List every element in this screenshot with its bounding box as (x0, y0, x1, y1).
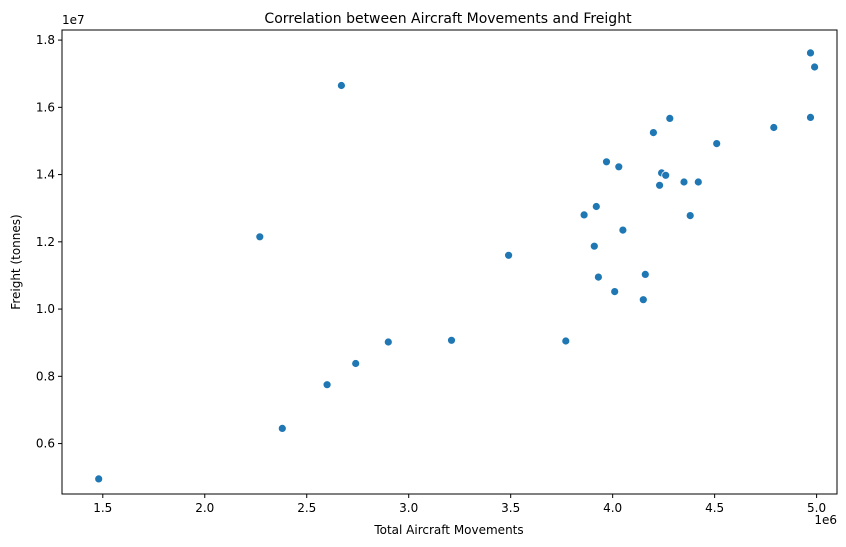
x-axis-label: Total Aircraft Movements (373, 523, 523, 537)
y-tick-label: 1.0 (36, 302, 55, 316)
data-point (579, 210, 589, 220)
x-tick-label: 2.5 (297, 501, 316, 515)
data-point (322, 380, 332, 390)
data-point (602, 157, 611, 167)
data-point (614, 162, 624, 172)
y-tick-label: 0.6 (36, 437, 55, 451)
y-tick-label: 1.8 (36, 33, 55, 47)
data-point (94, 474, 104, 484)
data-point (655, 180, 664, 190)
y-axis-offset-label: 1e7 (62, 13, 85, 27)
data-point (806, 48, 815, 58)
x-tick-label: 3.0 (399, 501, 418, 515)
x-tick-label: 3.5 (501, 501, 520, 515)
x-tick-label: 4.5 (705, 501, 724, 515)
y-tick-label: 1.4 (36, 168, 55, 182)
data-point (447, 335, 456, 345)
data-point (661, 170, 671, 180)
data-point (618, 225, 628, 235)
x-tick-label: 1.5 (93, 501, 112, 515)
data-point (610, 287, 620, 297)
data-point (649, 128, 658, 138)
data-point (679, 177, 689, 187)
data-point (277, 423, 287, 433)
x-axis-ticks: 1.5 2.0 2.5 3.0 3.5 4.0 4.5 5.0 (93, 494, 826, 515)
x-tick-label: 5.0 (807, 501, 826, 515)
plot-frame (61, 29, 838, 495)
data-point (589, 241, 599, 251)
x-axis-offset-label: 1e6 (814, 513, 837, 527)
y-axis-ticks: 0.6 0.8 1.0 1.2 1.4 1.6 1.8 (36, 33, 62, 451)
data-point (383, 337, 393, 347)
data-point (712, 139, 722, 149)
y-tick-label: 0.8 (36, 369, 55, 383)
data-point (806, 113, 815, 122)
data-point (504, 250, 514, 260)
data-point (769, 123, 779, 132)
x-tick-label: 4.0 (603, 501, 622, 515)
plot-area (62, 30, 837, 494)
data-points (94, 48, 819, 484)
data-point (594, 272, 603, 282)
data-point (336, 81, 346, 90)
data-point (665, 114, 675, 123)
data-point (591, 202, 601, 211)
data-point (255, 232, 265, 242)
data-point (693, 177, 703, 187)
data-point (638, 295, 648, 305)
data-point (640, 269, 650, 279)
chart-title: Correlation between Aircraft Movements a… (264, 11, 632, 27)
y-tick-label: 1.6 (36, 100, 55, 114)
data-point (561, 336, 571, 346)
y-axis-label: Freight (tonnes) (9, 214, 23, 309)
x-tick-label: 2.0 (195, 501, 214, 515)
data-point (685, 211, 695, 221)
y-tick-label: 1.2 (36, 235, 55, 249)
data-point (351, 359, 361, 368)
data-point (810, 62, 819, 72)
